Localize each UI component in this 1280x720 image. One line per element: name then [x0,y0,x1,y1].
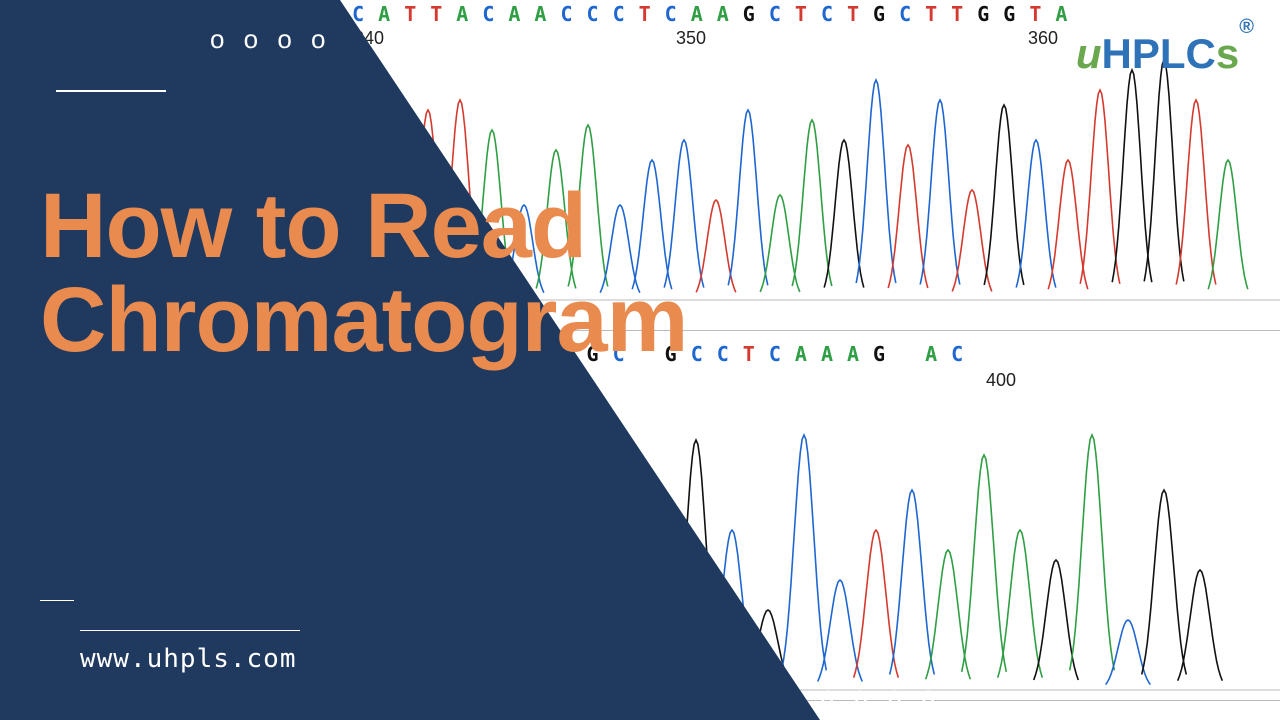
tick-400: 400 [986,370,1016,391]
accent-line-bottom-long [80,630,300,631]
logo: uHPLCs® [1076,30,1254,78]
logo-s: s [1216,30,1239,77]
logo-registered: ® [1239,16,1254,38]
tick-350: 350 [676,28,706,49]
dots-bottom: o o o o [820,680,942,711]
website-url: www.uhpls.com [80,644,297,674]
accent-line-top [56,90,166,92]
accent-line-bottom-short [40,600,74,601]
logo-u: u [1076,30,1102,77]
logo-hplc: HPLC [1102,30,1216,77]
title-line-2: Chromatogram [40,274,687,368]
tick-360: 360 [1028,28,1058,49]
title-line-1: How to Read [40,180,687,274]
stage: GTCATTACAACCCTCAAGCTCTGCTTGGTA TCTCTGCGG… [0,0,1280,720]
page-title: How to Read Chromatogram [40,180,687,368]
sequence-top: GTCATTACAACCCTCAAGCTCTGCTTGGTA [300,2,1260,26]
dots-top: o o o o [210,24,332,55]
